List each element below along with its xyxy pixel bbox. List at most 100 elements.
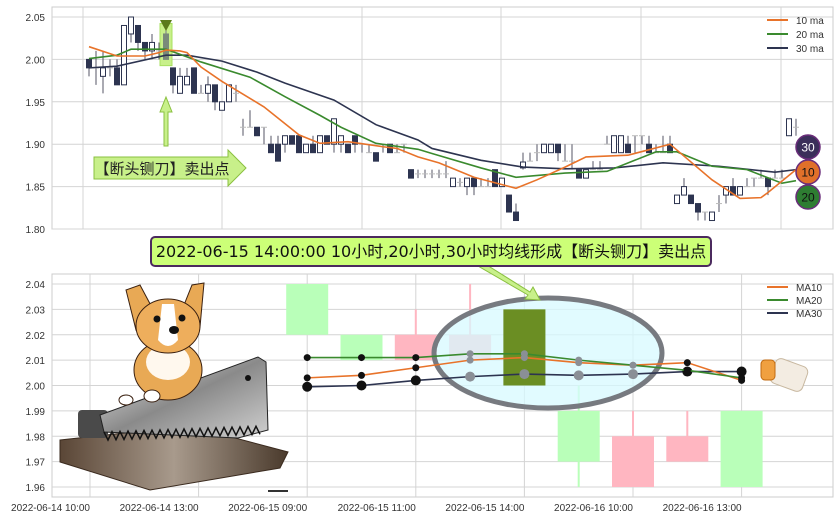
candle-body [100,67,106,77]
candle-body [219,101,225,111]
ma20-line-marker [575,356,583,364]
candle-body [786,118,792,137]
x-tick-label: 2022-06-14 10:00 [11,503,90,514]
ma30-line-marker [356,380,367,391]
candle-body [450,177,456,188]
candle-body [618,135,624,154]
candle-body [464,177,470,188]
pointer-arrow-icon [477,261,541,301]
ma30-line-marker [410,375,421,386]
ma30-line-marker [519,369,530,380]
candle-body [121,24,127,86]
candle-body [688,194,694,205]
candle-body [212,84,218,103]
ma30-line [88,54,797,173]
y-tick-label: 2.00 [26,382,46,393]
ma10-line-marker [303,374,311,382]
candle-body [408,169,414,179]
ma10-line-marker [466,356,474,364]
candle-body [765,177,771,188]
candle-body [142,41,148,52]
candle-body [499,177,505,188]
candle-body [296,135,302,154]
candle-body [282,135,288,145]
ma30-line-marker [628,369,638,380]
ma10-line [88,45,797,200]
candle-body [555,143,561,154]
pastry-sticker-icon [760,358,809,392]
candle-body [520,161,526,169]
candle-body [720,410,763,487]
x-tick-label: 2022-06-16 10:00 [554,503,633,514]
y-tick-label: 1.85 [26,183,46,194]
legend-label: 10 ma [796,16,824,27]
candle-body [492,169,498,188]
ma-badge [795,134,821,160]
candle-body [681,186,687,196]
ma20-line-marker [303,354,311,362]
sell-triangle-icon [160,20,172,31]
corgi-eye [178,314,186,322]
y-tick-label: 1.95 [26,98,46,109]
legend-label: MA20 [796,296,823,307]
y-tick-label: 1.90 [26,140,46,151]
sticker-accent [760,359,776,381]
candle-body [324,135,330,145]
candle-body [338,135,344,145]
ma30-line-marker [736,366,747,377]
legend-label: MA10 [796,283,823,294]
candle-body [170,67,176,86]
candle-body [513,211,519,222]
corgi-eye [153,315,161,323]
candle-body [730,186,736,196]
plot-area [51,6,834,230]
ma-badge-label: 30 [801,141,815,155]
candle-body [611,135,617,154]
saw-teeth [103,424,261,442]
x-tick-label: 2022-06-15 14:00 [445,503,524,514]
y-tick-label: 2.04 [26,280,46,291]
y-tick-label: 2.03 [26,305,46,316]
candle-body [254,126,260,137]
ma20-line-marker [683,366,691,374]
ma10-line-marker [683,359,691,367]
y-tick-label: 2.00 [26,55,46,66]
bottom-candlestick-chart: 2.04 2.03 2.02 2.01 2.00 1.99 1.98 1.97 1.96 2022… [11,261,834,514]
ma-badge-label: 20 [801,191,815,205]
candle-body [205,84,211,94]
corgi-guillotine-illustration [59,282,289,492]
candle-body [709,211,715,222]
candle-body [583,169,589,179]
candle-body [541,143,547,154]
blade-hole [245,375,251,381]
corgi-paw [143,389,161,403]
candle-body [576,169,582,179]
candle-body [191,67,197,94]
candle-body [373,152,379,162]
candle-body [471,177,477,188]
annotation-arrow-box [93,148,247,188]
candle-body [303,143,309,154]
ma20-line-marker [358,354,365,362]
up-arrow-icon [159,95,173,147]
highlight-ellipse [431,295,665,411]
candle-body [114,67,120,86]
x-tick-label: 2022-06-15 11:00 [338,503,417,514]
x-tick-label: 2022-06-14 13:00 [120,503,199,514]
annotation-label: 【断头铡刀】卖出点 [94,161,229,178]
ma-badge-label: 10 [801,166,815,180]
candle-body [184,75,190,86]
y-tick-label: 2.05 [26,13,46,24]
ma30-line-marker [465,371,476,382]
y-tick-label: 1.97 [26,458,46,469]
candle-body [86,58,92,69]
corgi-blaze [158,304,178,346]
candle-body [268,143,274,154]
candle-body [695,203,701,213]
candle-body [289,135,295,145]
candle-body [506,194,512,213]
y-tick-label: 1.80 [26,225,46,236]
candle-body [557,410,600,462]
ma10-line-marker [358,371,365,379]
ma30-line-marker [573,370,584,381]
